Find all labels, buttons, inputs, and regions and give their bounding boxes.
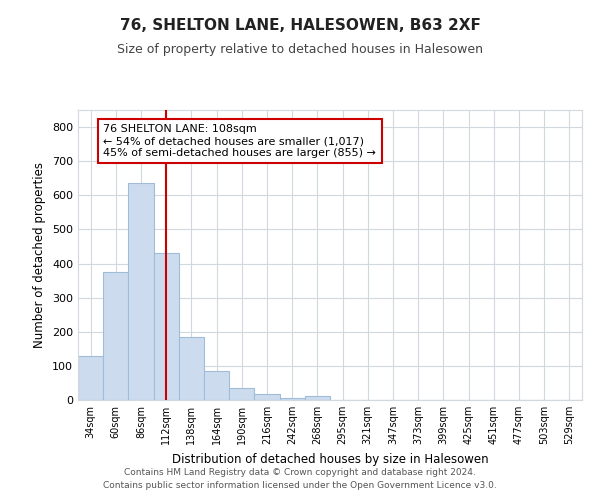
Y-axis label: Number of detached properties: Number of detached properties — [34, 162, 46, 348]
Bar — [78, 356, 103, 400]
Text: 76 SHELTON LANE: 108sqm
← 54% of detached houses are smaller (1,017)
45% of semi: 76 SHELTON LANE: 108sqm ← 54% of detache… — [103, 124, 376, 158]
Bar — [128, 184, 154, 400]
Text: Size of property relative to detached houses in Halesowen: Size of property relative to detached ho… — [117, 42, 483, 56]
Bar — [280, 398, 305, 400]
Bar — [204, 371, 229, 400]
Text: Contains HM Land Registry data © Crown copyright and database right 2024.
Contai: Contains HM Land Registry data © Crown c… — [103, 468, 497, 490]
Bar — [254, 394, 280, 400]
Bar — [103, 272, 128, 400]
Bar — [154, 254, 179, 400]
Bar — [229, 388, 254, 400]
Bar — [305, 396, 330, 400]
Text: 76, SHELTON LANE, HALESOWEN, B63 2XF: 76, SHELTON LANE, HALESOWEN, B63 2XF — [119, 18, 481, 32]
X-axis label: Distribution of detached houses by size in Halesowen: Distribution of detached houses by size … — [172, 452, 488, 466]
Bar — [179, 337, 204, 400]
